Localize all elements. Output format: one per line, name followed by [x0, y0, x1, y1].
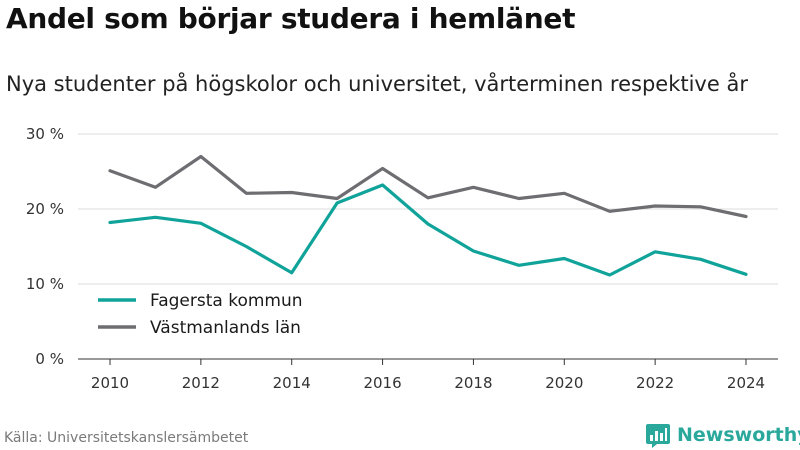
x-tick-label: 2024	[727, 374, 765, 392]
chart-subtitle: Nya studenter på högskolor och universit…	[6, 72, 748, 96]
brand-link[interactable]: Newsworthy	[645, 420, 800, 450]
source-note: Källa: Universitetskanslersämbetet	[4, 430, 249, 446]
y-tick-label: 0 %	[35, 350, 64, 368]
legend-label-fagersta: Fagersta kommun	[150, 291, 303, 311]
x-tick-label: 2014	[273, 374, 311, 392]
legend-label-vastmanland: Västmanlands län	[150, 318, 301, 338]
x-tick-label: 2016	[363, 374, 401, 392]
x-tick-label: 2018	[454, 374, 492, 392]
chart-title: Andel som börjar studera i hemlänet	[6, 2, 576, 35]
y-tick-label: 30 %	[26, 125, 64, 143]
y-tick-label: 10 %	[26, 275, 64, 293]
line-chart: 0 % 10 % 20 % 30 % 2010 2012 2014 2016 2018 2020 2…	[26, 125, 778, 392]
x-tick-label: 2020	[545, 374, 583, 392]
series-line-vastmanland	[108, 154, 748, 219]
bar-chart-logo-icon	[646, 424, 670, 448]
y-tick-label: 20 %	[26, 200, 64, 218]
x-tick-label: 2012	[182, 374, 220, 392]
x-tick-label: 2022	[636, 374, 674, 392]
x-tick-label: 2010	[91, 374, 129, 392]
brand-name: Newsworthy	[677, 424, 800, 446]
